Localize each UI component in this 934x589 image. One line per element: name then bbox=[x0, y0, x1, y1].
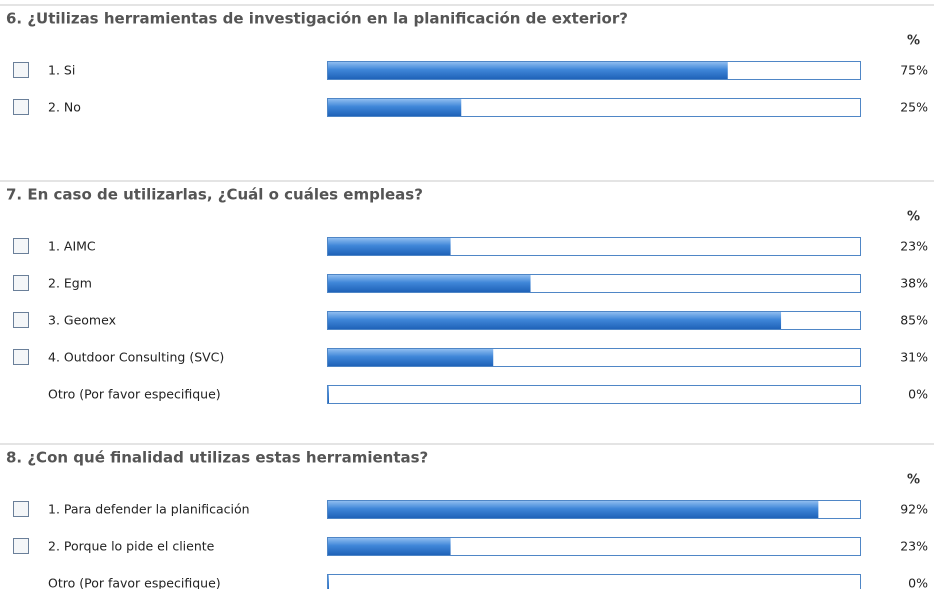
bar bbox=[328, 62, 728, 79]
checkbox[interactable] bbox=[13, 538, 29, 554]
bar bbox=[328, 312, 782, 329]
bar bbox=[328, 275, 531, 292]
option-label: 1. Si bbox=[48, 63, 75, 78]
question-title: 6. ¿Utilizas herramientas de investigaci… bbox=[6, 10, 628, 28]
option-label: 4. Outdoor Consulting (SVC) bbox=[48, 350, 224, 365]
option-label: 1. Para defender la planificación bbox=[48, 502, 250, 517]
bar bbox=[328, 575, 329, 589]
percent-value: 0% bbox=[908, 576, 928, 589]
option-label: 2. Porque lo pide el cliente bbox=[48, 539, 215, 554]
checkbox[interactable] bbox=[13, 349, 29, 365]
option-label: 1. AIMC bbox=[48, 239, 96, 254]
bar bbox=[328, 386, 329, 403]
option-label: Otro (Por favor especifique) bbox=[48, 576, 221, 589]
checkbox[interactable] bbox=[13, 501, 29, 517]
bar bbox=[328, 238, 451, 255]
option-label: Otro (Por favor especifique) bbox=[48, 387, 221, 402]
checkbox[interactable] bbox=[13, 99, 29, 115]
bar bbox=[328, 501, 819, 518]
bar bbox=[328, 99, 462, 116]
option-label: 3. Geomex bbox=[48, 313, 116, 328]
bar-track bbox=[327, 537, 861, 556]
bar-track bbox=[327, 385, 861, 404]
bar-track bbox=[327, 237, 861, 256]
question-title: 7. En caso de utilizarlas, ¿Cuál o cuále… bbox=[6, 186, 423, 204]
percent-value: 92% bbox=[900, 502, 928, 517]
percent-value: 23% bbox=[900, 239, 928, 254]
checkbox[interactable] bbox=[13, 275, 29, 291]
checkbox[interactable] bbox=[13, 62, 29, 78]
percent-value: 38% bbox=[900, 276, 928, 291]
option-label: 2. Egm bbox=[48, 276, 92, 291]
percent-header: % bbox=[907, 473, 920, 488]
bar bbox=[328, 349, 494, 366]
percent-value: 23% bbox=[900, 539, 928, 554]
bar-track bbox=[327, 574, 861, 589]
bar bbox=[328, 538, 451, 555]
percent-value: 31% bbox=[900, 350, 928, 365]
checkbox[interactable] bbox=[13, 312, 29, 328]
percent-value: 75% bbox=[900, 63, 928, 78]
percent-value: 0% bbox=[908, 387, 928, 402]
percent-header: % bbox=[907, 34, 920, 49]
percent-value: 85% bbox=[900, 313, 928, 328]
percent-header: % bbox=[907, 210, 920, 225]
question-title: 8. ¿Con qué finalidad utilizas estas her… bbox=[6, 449, 428, 467]
percent-value: 25% bbox=[900, 100, 928, 115]
option-label: 2. No bbox=[48, 100, 81, 115]
checkbox[interactable] bbox=[13, 238, 29, 254]
